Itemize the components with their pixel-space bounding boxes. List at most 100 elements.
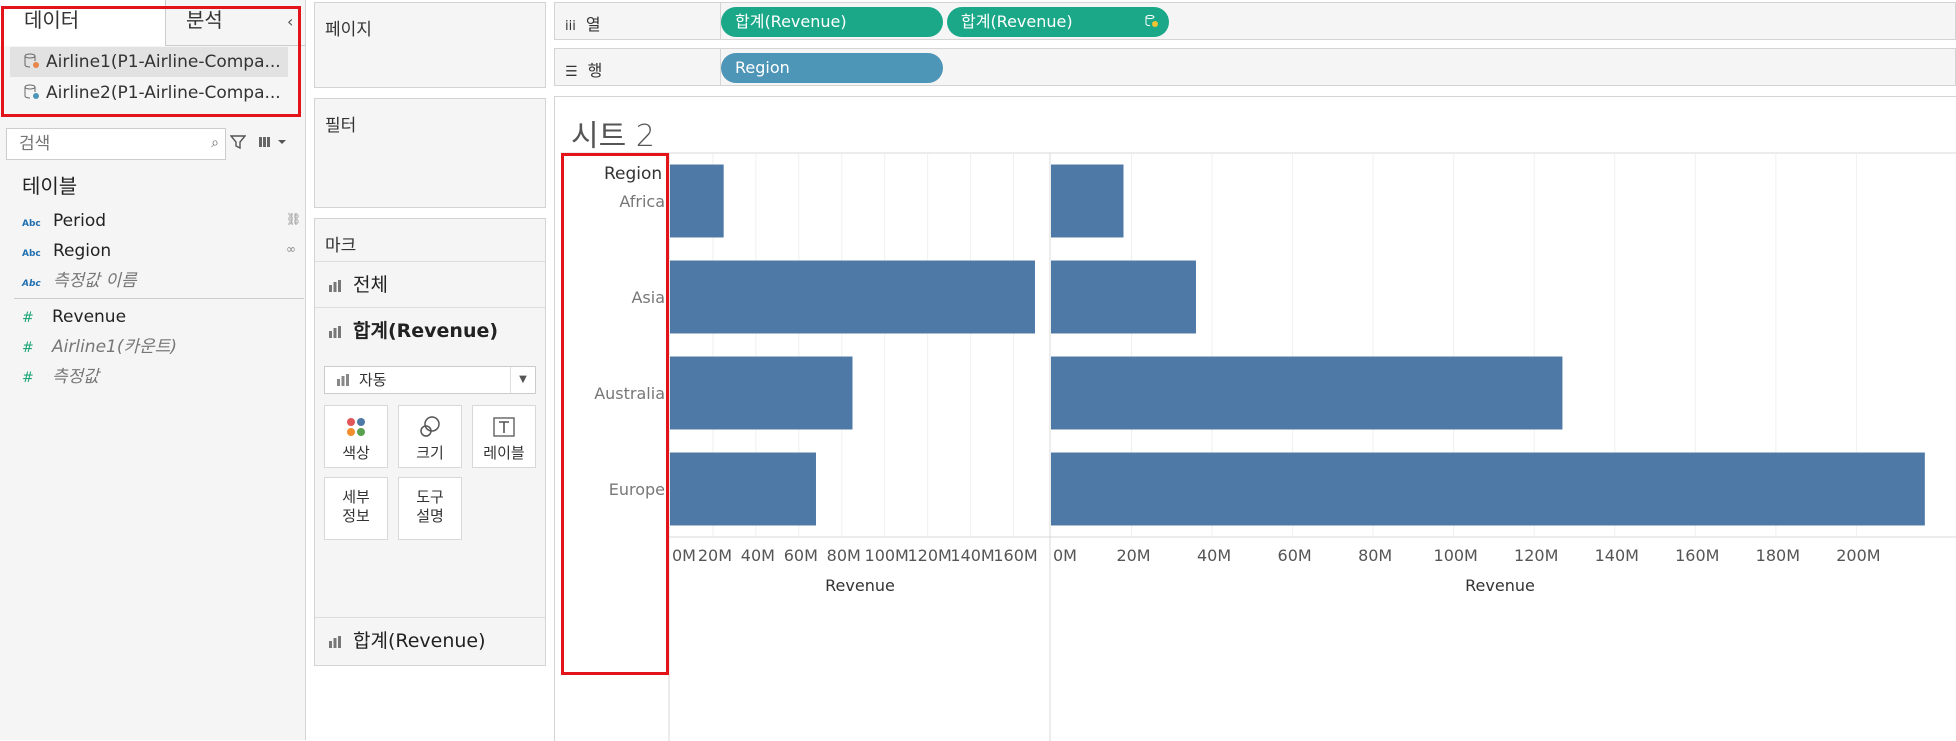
- x-tick-label: 60M: [1278, 546, 1312, 565]
- field-measure-values[interactable]: # 측정값: [22, 362, 99, 392]
- x-tick-label: 80M: [827, 546, 861, 565]
- rows-label-box: ☰ 행: [555, 49, 721, 85]
- columns-label-text: 열: [585, 15, 601, 34]
- marks-tab-sum-revenue-2[interactable]: 합계(Revenue): [315, 617, 545, 663]
- filters-shelf[interactable]: 필터: [314, 98, 546, 208]
- x-tick-label: 140M: [950, 546, 994, 565]
- size-icon: [420, 416, 440, 437]
- rows-icon: ☰: [565, 64, 578, 80]
- category-label: Asia: [631, 288, 665, 307]
- pill-label: 합계(Revenue): [961, 12, 1073, 31]
- bar: [1051, 260, 1196, 334]
- x-tick-label: 20M: [1116, 546, 1150, 565]
- field-label: Period: [53, 211, 107, 231]
- x-tick-label: 80M: [1358, 546, 1392, 565]
- field-label: Region: [53, 241, 112, 261]
- bar: [670, 260, 1035, 334]
- pages-shelf[interactable]: 페이지: [314, 2, 546, 88]
- filters-title: 필터: [325, 116, 357, 136]
- datasource-label: Airline1(P1-Airline-Compa...: [46, 52, 281, 72]
- search-box[interactable]: ⌕: [6, 128, 226, 160]
- label-button[interactable]: 레이블: [472, 405, 536, 468]
- field-airline1-count[interactable]: # Airline1(카운트): [22, 332, 177, 362]
- link-icon: ∞: [286, 242, 296, 256]
- number-type-icon: #: [22, 310, 34, 326]
- field-region[interactable]: Abc Region: [22, 236, 111, 266]
- bar-chart-icon: [337, 374, 349, 386]
- row-pill[interactable]: Region: [721, 53, 943, 83]
- field-revenue[interactable]: # Revenue: [22, 302, 126, 332]
- datasource-item[interactable]: Airline1(P1-Airline-Compa...: [10, 47, 288, 77]
- marks-tab-label: 전체: [353, 274, 388, 296]
- bar: [1051, 452, 1925, 526]
- bar: [670, 356, 853, 430]
- mark-type-select[interactable]: 자동 ▼: [324, 366, 536, 394]
- number-type-icon: #: [22, 370, 34, 386]
- string-type-icon: Abc: [22, 279, 41, 289]
- column-pill[interactable]: 합계(Revenue): [947, 7, 1169, 37]
- row-header-region[interactable]: Region: [604, 164, 663, 184]
- marks-tab-all[interactable]: 전체: [315, 261, 545, 307]
- columns-shelf[interactable]: iii 열 합계(Revenue) 합계(Revenue): [554, 2, 1956, 40]
- datasource-label: Airline2(P1-Airline-Compa...: [46, 83, 281, 103]
- field-period[interactable]: Abc Period: [22, 206, 106, 236]
- x-tick-label: 0M: [1053, 546, 1077, 565]
- mark-type-value: 자동: [359, 371, 387, 389]
- x-tick-label: 200M: [1836, 546, 1880, 565]
- link-broken-icon: ⛓: [286, 212, 302, 226]
- x-tick-label: 40M: [741, 546, 775, 565]
- field-measure-names[interactable]: Abc 측정값 이름: [22, 266, 137, 296]
- field-label: Revenue: [52, 307, 127, 327]
- marks-tab-sum-revenue-1[interactable]: 합계(Revenue): [315, 307, 545, 353]
- tooltip-label-line2: 설명: [416, 507, 444, 525]
- x-tick-label: 120M: [907, 546, 951, 565]
- secondary-datasource-icon: [1145, 14, 1158, 27]
- search-input[interactable]: [17, 133, 201, 155]
- chevron-down-icon[interactable]: ▼: [510, 367, 535, 393]
- datasource-icon: [24, 84, 39, 99]
- size-button[interactable]: 크기: [398, 405, 462, 468]
- bar-chart-icon: [329, 636, 341, 648]
- x-tick-label: 60M: [784, 546, 818, 565]
- tooltip-button[interactable]: 도구 설명: [398, 477, 462, 540]
- rows-shelf[interactable]: ☰ 행 Region: [554, 48, 1956, 86]
- x-tick-label: 120M: [1514, 546, 1558, 565]
- color-button[interactable]: 색상: [324, 405, 388, 468]
- category-label: Europe: [609, 480, 665, 499]
- bar: [670, 452, 816, 526]
- text-label-icon: [493, 417, 515, 437]
- field-label: 측정값: [52, 367, 99, 387]
- rows-label: ☰ 행: [565, 57, 602, 81]
- columns-label-box: iii 열: [555, 3, 721, 39]
- tooltip-label-line1: 도구: [416, 488, 444, 506]
- bar-chart-icon: [329, 280, 341, 292]
- pages-title: 페이지: [325, 20, 372, 40]
- bar: [670, 164, 724, 238]
- columns-label: iii 열: [565, 11, 601, 35]
- detail-label-line1: 세부: [342, 488, 370, 506]
- filter-icon[interactable]: [230, 134, 246, 150]
- bar: [1051, 164, 1124, 238]
- highlight-box: [1, 6, 301, 117]
- datasource-item[interactable]: Airline2(P1-Airline-Compa...: [10, 78, 288, 108]
- color-icon: [347, 418, 365, 436]
- chevron-left-icon[interactable]: ‹: [287, 12, 294, 31]
- marks-tab-label: 합계(Revenue): [353, 630, 486, 652]
- field-label: Airline1(카운트): [52, 337, 178, 357]
- label-label: 레이블: [483, 444, 525, 462]
- x-axis-title: Revenue: [1465, 576, 1535, 595]
- category-label: Australia: [594, 384, 665, 403]
- x-tick-label: 100M: [865, 546, 909, 565]
- x-tick-label: 180M: [1756, 546, 1800, 565]
- size-label: 크기: [416, 444, 444, 462]
- number-type-icon: #: [22, 340, 34, 356]
- string-type-icon: Abc: [22, 219, 41, 229]
- column-pill[interactable]: 합계(Revenue): [721, 7, 943, 37]
- category-label: Africa: [619, 192, 665, 211]
- x-tick-label: 100M: [1434, 546, 1478, 565]
- search-icon: ⌕: [211, 135, 219, 151]
- view-options-icon[interactable]: [258, 134, 288, 150]
- field-label: 측정값 이름: [53, 271, 137, 291]
- detail-button[interactable]: 세부 정보: [324, 477, 388, 540]
